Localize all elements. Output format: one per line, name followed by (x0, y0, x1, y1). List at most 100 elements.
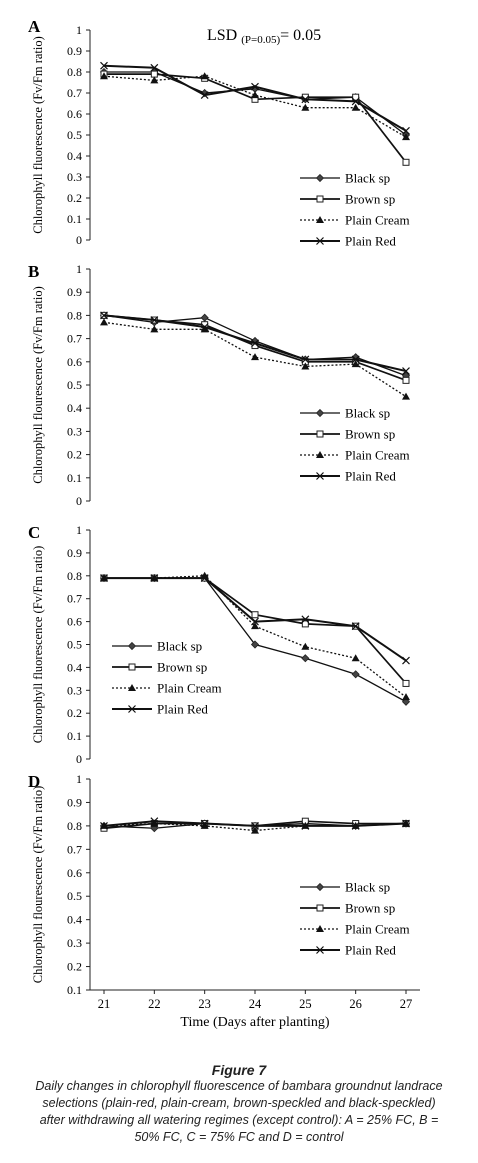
figure-7-chart: A 0 0.1 0.2 0.3 0.4 0.5 0.6 0.7 0.8 0.9 1 Chlorophyl… (28, 17, 420, 1030)
data-point (200, 821, 209, 829)
data-point (200, 574, 209, 583)
y-tick-label: 0.3 (67, 683, 82, 697)
legend-marker (127, 641, 137, 651)
y-tick-label: 0.9 (67, 285, 82, 299)
data-point (251, 622, 259, 630)
y-tick-label: 0.1 (67, 212, 82, 226)
y-tick-label: 0.2 (67, 706, 82, 720)
x-axis-label: Time (Days after planting) (180, 1015, 330, 1030)
data-point (402, 376, 410, 384)
legend-marker (316, 216, 324, 223)
data-point (251, 826, 259, 834)
legend-label: Brown sp (157, 660, 207, 675)
x-tick-label: 22 (148, 997, 161, 1011)
series-line (104, 577, 407, 703)
data-point (301, 821, 310, 830)
data-point (402, 679, 410, 687)
y-tick-label: 0.4 (67, 660, 82, 674)
legend-marker (316, 925, 324, 932)
data-point (251, 821, 259, 830)
x-tick-label: 21 (98, 997, 111, 1011)
data-point (351, 622, 360, 631)
data-point (150, 63, 159, 72)
y-tick-label: 0.6 (67, 107, 82, 121)
panel-label: D (28, 772, 40, 791)
data-point (150, 70, 158, 78)
legend-label: Black sp (345, 880, 390, 895)
data-point (301, 355, 310, 364)
legend-marker (315, 173, 325, 183)
y-tick-label: 0.1 (67, 471, 82, 485)
legend-label: Black sp (157, 639, 202, 654)
legend-label: Plain Red (345, 943, 396, 958)
data-point (351, 360, 360, 368)
figure-title: Figure 7 (211, 1062, 267, 1078)
data-point (100, 311, 108, 320)
data-point (100, 318, 108, 326)
data-point (250, 640, 260, 649)
y-axis-label: Chlorophyll fluorescence (Fv/Fm ratio) (31, 36, 45, 234)
y-tick-label: 0.6 (67, 615, 82, 629)
figure-caption: Daily changes in chlorophyll fluorescenc… (35, 1079, 443, 1144)
data-point (351, 103, 360, 111)
panel-label: C (28, 523, 40, 542)
legend-marker (128, 663, 136, 671)
data-point (402, 367, 410, 376)
data-point (150, 819, 159, 827)
data-point (200, 819, 209, 828)
y-tick-label: 0.3 (67, 424, 82, 438)
data-point (251, 339, 259, 348)
legend-label: Plain Cream (345, 448, 410, 463)
data-point (200, 313, 209, 322)
y-tick-label: 0.8 (67, 569, 82, 583)
y-axis-label: Chlorophyll fluorescence (Fv/Fm ratio) (31, 546, 45, 744)
x-tick-label: 27 (400, 997, 413, 1011)
data-point (402, 819, 410, 828)
y-tick-label: 0.4 (67, 401, 82, 415)
y-tick-label: 0 (76, 233, 82, 247)
legend-label: Plain Red (157, 702, 208, 717)
data-point (301, 615, 310, 624)
data-point (351, 97, 360, 106)
data-point (301, 654, 310, 663)
data-point (200, 325, 209, 333)
legend-label: Plain Cream (345, 922, 410, 937)
y-tick-label: 0.7 (67, 332, 82, 346)
legend-label: Black sp (345, 171, 390, 186)
data-point (402, 158, 410, 166)
data-point (100, 72, 108, 80)
data-point (100, 574, 108, 583)
data-point (402, 693, 410, 701)
data-point (251, 353, 259, 361)
legend-label: Brown sp (345, 901, 395, 916)
legend-marker (316, 904, 324, 912)
data-point (200, 571, 209, 579)
y-tick-label: 0.8 (67, 819, 82, 833)
y-tick-label: 0.7 (67, 592, 82, 606)
data-point (301, 362, 310, 370)
panel-label: B (28, 262, 39, 281)
y-tick-label: 0.9 (67, 546, 82, 560)
data-point (150, 316, 159, 324)
y-tick-label: 0.7 (67, 86, 82, 100)
data-point (351, 355, 360, 364)
legend-marker (316, 451, 324, 458)
data-point (402, 392, 410, 400)
series-line (104, 575, 407, 698)
data-point (402, 133, 410, 141)
data-point (251, 617, 259, 626)
legend-marker (316, 946, 324, 954)
data-point (351, 821, 360, 830)
data-point (150, 817, 159, 826)
y-tick-label: 0.5 (67, 378, 82, 392)
data-point (351, 670, 360, 679)
data-point (150, 574, 159, 583)
x-tick-label: 24 (249, 997, 262, 1011)
y-tick-label: 0.2 (67, 448, 82, 462)
y-tick-label: 0 (76, 752, 82, 766)
data-point (352, 93, 360, 101)
data-point (251, 82, 259, 91)
data-point (200, 72, 209, 80)
legend-marker (316, 237, 324, 245)
chart-svg: A 0 0.1 0.2 0.3 0.4 0.5 0.6 0.7 0.8 0.9 1 Chlorophyl… (28, 17, 420, 1030)
